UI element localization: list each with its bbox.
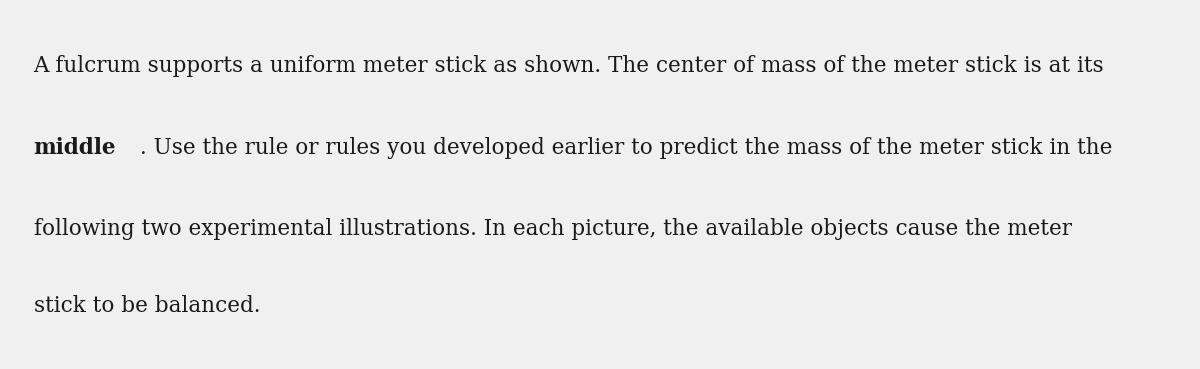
Text: . Use the rule or rules you developed earlier to predict the mass of the meter s: . Use the rule or rules you developed ea…: [140, 137, 1112, 159]
Text: stick to be balanced.: stick to be balanced.: [34, 295, 260, 317]
Text: middle: middle: [34, 137, 116, 159]
Text: A fulcrum supports a uniform meter stick as shown. The center of mass of the met: A fulcrum supports a uniform meter stick…: [34, 55, 1104, 77]
Text: following two experimental illustrations. In each picture, the available objects: following two experimental illustrations…: [34, 218, 1072, 240]
